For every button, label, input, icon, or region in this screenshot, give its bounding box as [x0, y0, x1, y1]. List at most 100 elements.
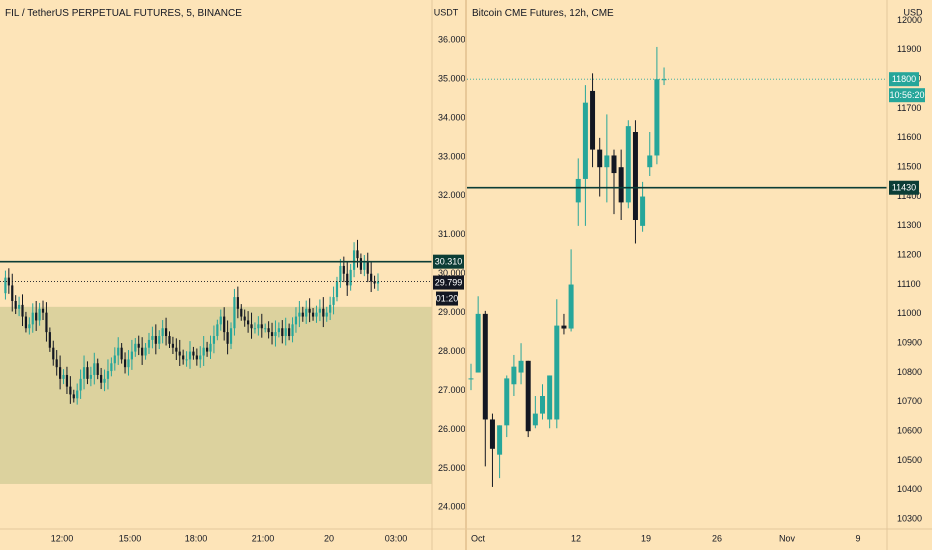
btc-candle-17 — [590, 90, 596, 150]
btc-candle-22 — [625, 126, 631, 203]
btc-candle-4 — [497, 425, 503, 455]
fil-candle-6 — [21, 304, 24, 317]
fil-candle-103 — [352, 250, 356, 270]
btc-candle-7 — [518, 360, 524, 373]
fil-candle-78 — [267, 328, 270, 333]
fil-last-price-tag-bg — [433, 275, 464, 290]
btc-x-tick: 26 — [712, 533, 722, 543]
fil-level-tag-bg — [433, 254, 464, 269]
btc-candle-11 — [547, 375, 553, 420]
btc-currency-label: USD — [903, 7, 923, 17]
fil-candle-52 — [178, 351, 181, 356]
fil-candle-49 — [168, 336, 171, 344]
btc-y-tick: 11600 — [897, 132, 921, 142]
btc-candle-13 — [561, 325, 567, 329]
fil-candle-44 — [151, 336, 154, 340]
btc-x-tick: Nov — [779, 533, 796, 543]
fil-candle-47 — [161, 328, 164, 337]
fil-candle-18 — [62, 374, 65, 379]
fil-candle-102 — [349, 269, 352, 286]
fil-candle-97 — [332, 297, 335, 305]
fil-candle-1 — [4, 277, 7, 294]
btc-x-tick: 19 — [641, 533, 651, 543]
fil-candle-58 — [199, 355, 202, 360]
fil-candle-38 — [130, 351, 133, 360]
fil-candle-24 — [82, 367, 86, 379]
fil-candle-26 — [89, 374, 92, 379]
fil-countdown-tag: 01:20 — [436, 293, 459, 303]
fil-candle-66 — [226, 332, 229, 344]
fil-candle-63 — [216, 324, 219, 337]
fil-candle-105 — [359, 258, 363, 270]
btc-y-tick: 10600 — [897, 426, 922, 436]
fil-candle-3 — [11, 285, 14, 301]
btc-candle-1 — [475, 313, 481, 373]
panel-divider[interactable] — [465, 0, 467, 550]
fil-chart-canvas[interactable]: USDT 24.000 25.000 26.000 27.000 28.000 29.000… — [0, 0, 465, 550]
fil-candle-43 — [147, 339, 151, 348]
fil-candle-15 — [52, 347, 55, 360]
fil-candle-48 — [164, 328, 168, 337]
fil-y-tick: 32.000 — [438, 190, 465, 200]
btc-candle-18 — [597, 149, 603, 168]
fil-candle-76 — [260, 324, 263, 329]
fil-y-tick: 25.000 — [438, 463, 465, 473]
fil-candle-80 — [274, 332, 277, 337]
fil-chart-panel[interactable]: USDT 24.000 25.000 26.000 27.000 28.000 29.000… — [0, 0, 465, 550]
fil-candle-73 — [250, 324, 253, 329]
fil-candle-13 — [45, 312, 48, 333]
fil-candle-22 — [76, 390, 79, 399]
fil-candle-29 — [100, 374, 103, 383]
btc-y-tick: 10700 — [897, 396, 922, 406]
fil-candle-90 — [308, 308, 311, 313]
btc-y-tick: 10800 — [897, 367, 922, 377]
btc-y-tick: 11700 — [897, 103, 921, 113]
fil-candle-99 — [339, 265, 342, 282]
btc-y-tick: 11200 — [897, 250, 921, 260]
fil-candle-10 — [35, 312, 38, 321]
btc-chart-title: Bitcoin CME Futures, 12h, CME — [472, 8, 614, 19]
fil-candle-32 — [110, 363, 113, 372]
fil-candle-33 — [113, 355, 116, 364]
fil-candle-37 — [127, 359, 130, 368]
fil-candle-23 — [79, 378, 82, 391]
fil-candle-59 — [202, 347, 205, 356]
fil-candle-91 — [311, 312, 315, 317]
fil-candle-5 — [17, 304, 21, 309]
fil-candle-87 — [298, 312, 301, 317]
fil-candle-104 — [356, 250, 359, 259]
btc-chart-panel[interactable]: USD 10300 10400 10500 10600 10700 10800 10900 11… — [467, 0, 932, 550]
fil-candle-101 — [346, 273, 349, 286]
fil-candle-35 — [120, 347, 123, 360]
fil-candle-50 — [171, 343, 175, 348]
fil-candle-25 — [86, 367, 89, 379]
fil-candle-4 — [14, 300, 17, 309]
btc-candle-12 — [554, 325, 560, 420]
btc-x-tick: Oct — [471, 533, 486, 543]
fil-candle-75 — [257, 324, 260, 329]
btc-countdown-tag-bg — [889, 88, 925, 103]
btc-level-tag: 11430 — [892, 183, 916, 193]
fil-candle-106 — [363, 262, 366, 270]
btc-chart-canvas[interactable]: USD 10300 10400 10500 10600 10700 10800 10900 11… — [467, 0, 932, 550]
btc-candle-25 — [647, 155, 653, 168]
fil-candle-67 — [229, 328, 233, 344]
fil-candle-84 — [288, 328, 291, 337]
fil-x-tick: 20 — [324, 533, 334, 543]
btc-x-tick: 9 — [855, 533, 860, 543]
fil-candle-27 — [93, 363, 96, 375]
btc-y-tick: 10900 — [897, 338, 922, 348]
fil-y-tick: 30.000 — [438, 268, 465, 278]
fil-y-tick: 34.000 — [438, 112, 465, 122]
fil-candle-46 — [158, 336, 161, 344]
fil-candle-55 — [188, 351, 192, 360]
fil-candle-100 — [342, 265, 345, 274]
btc-level-tag-bg — [889, 180, 919, 195]
fil-candle-56 — [192, 351, 195, 356]
fil-candle-57 — [195, 355, 198, 360]
btc-y-tick: 10400 — [897, 484, 922, 494]
fil-candle-21 — [72, 394, 75, 399]
fil-candle-12 — [41, 308, 45, 313]
fil-candle-93 — [318, 308, 321, 313]
fil-last-price-tag: 29.799 — [435, 277, 463, 287]
